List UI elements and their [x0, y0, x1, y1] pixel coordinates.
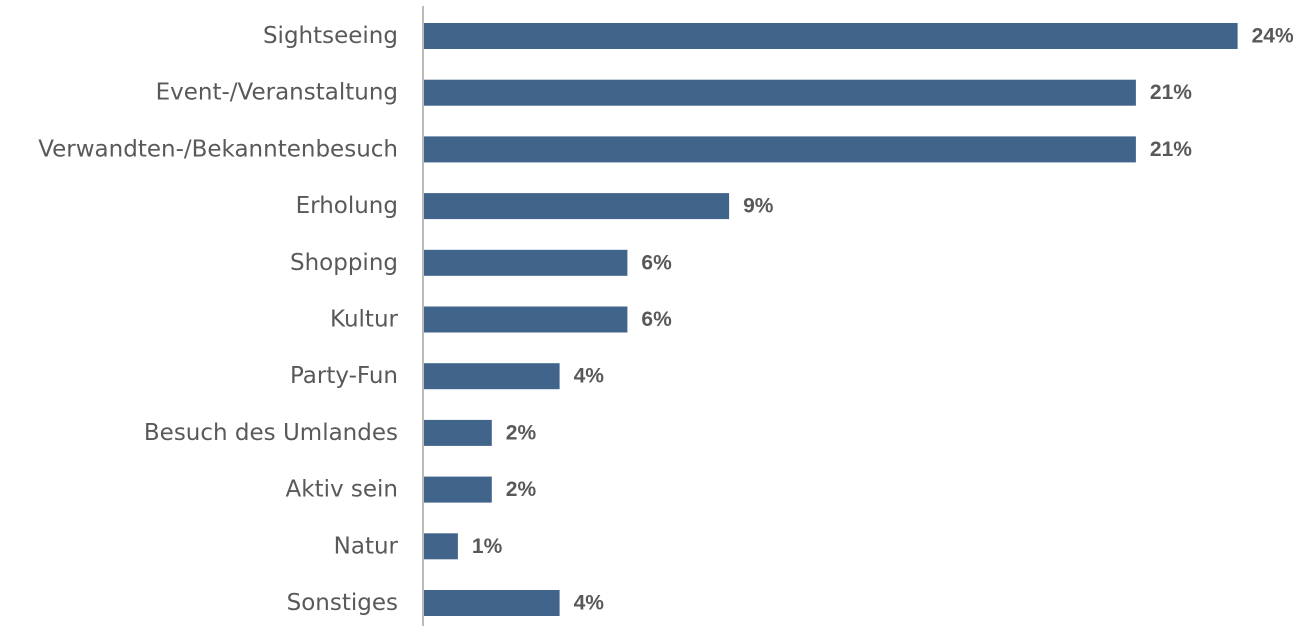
value-label: 2% — [506, 421, 537, 444]
value-label: 24% — [1252, 25, 1294, 48]
bar — [424, 590, 560, 616]
category-label: Party-Fun — [290, 363, 398, 389]
category-label: Shopping — [290, 250, 398, 276]
bar — [424, 193, 730, 220]
bar — [424, 419, 492, 446]
bar — [424, 79, 1136, 106]
category-label: Besuch des Umlandes — [144, 420, 398, 446]
bar — [424, 306, 628, 333]
bar — [424, 476, 492, 503]
bar — [424, 136, 1136, 163]
category-label: Kultur — [330, 307, 398, 333]
bar — [424, 363, 560, 390]
value-label: 6% — [641, 251, 672, 274]
category-label: Verwandten-/Bekanntenbesuch — [38, 136, 398, 162]
bar — [424, 249, 628, 276]
category-label: Natur — [334, 533, 399, 559]
value-label: 2% — [506, 478, 537, 501]
bar — [424, 533, 458, 560]
value-label: 4% — [574, 365, 605, 388]
value-label: 4% — [574, 592, 605, 615]
value-label: 21% — [1150, 138, 1192, 161]
bar — [424, 23, 1238, 49]
value-label: 9% — [743, 195, 774, 218]
category-label: Erholung — [296, 193, 398, 219]
category-labels-group: Sightseeing Event-/Veranstaltung Verwandte… — [38, 23, 398, 616]
value-label: 6% — [641, 308, 672, 331]
value-labels-group: 24% 21% 21% 9% 6% 6% 4% 2% 2% 1% 4% — [472, 25, 1294, 615]
bars-group — [424, 23, 1238, 616]
value-label: 1% — [472, 535, 503, 558]
category-label: Event-/Veranstaltung — [156, 80, 398, 106]
category-label: Sightseeing — [263, 23, 398, 49]
category-label: Aktiv sein — [286, 477, 398, 503]
value-label: 21% — [1150, 81, 1192, 104]
category-label: Sonstiges — [287, 590, 398, 616]
